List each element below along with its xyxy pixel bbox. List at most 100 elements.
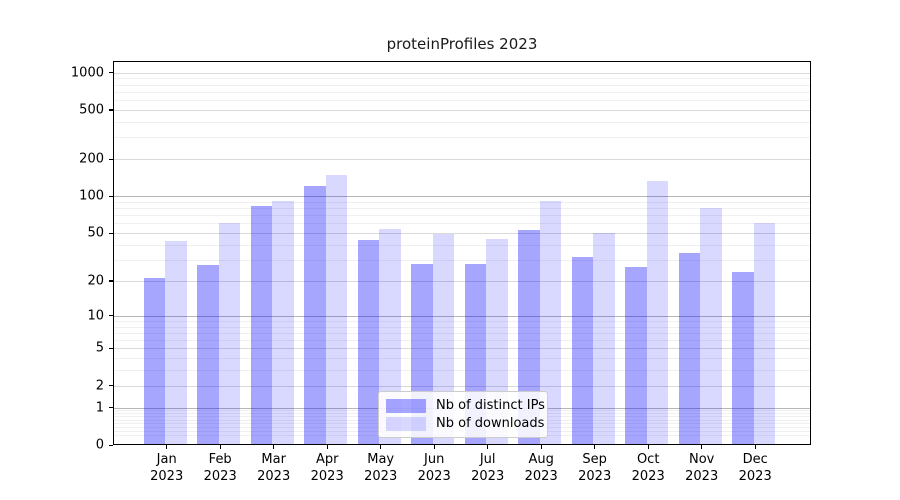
gridline-minor xyxy=(113,244,811,246)
y-axis-label: 100 xyxy=(79,188,104,204)
bar-downloads-sep xyxy=(593,233,615,445)
legend-label-distinct-ips: Nb of distinct IPs xyxy=(436,398,545,413)
gridline-minor xyxy=(113,332,811,334)
gridline-minor xyxy=(113,340,811,342)
bar-distinct-ips-dec xyxy=(732,271,754,445)
legend-item-downloads: Nb of downloads xyxy=(386,416,544,431)
gridline-minor xyxy=(113,259,811,261)
bar-downloads-apr xyxy=(325,175,348,445)
gridline-minor xyxy=(113,137,811,139)
gridline-minor xyxy=(113,91,811,93)
gridline-minor xyxy=(113,223,811,225)
gridline-minor xyxy=(113,215,811,217)
y-axis-tick xyxy=(109,109,113,111)
gridline-minor xyxy=(113,121,811,123)
bar-downloads-nov xyxy=(700,208,722,445)
x-axis-label: Mar 2023 xyxy=(257,452,291,484)
legend: Nb of distinct IPs Nb of downloads xyxy=(378,391,548,438)
gridline-minor xyxy=(113,201,811,203)
x-axis-label: May 2023 xyxy=(364,452,398,484)
y-axis-tick xyxy=(109,195,113,197)
x-axis-label: Aug 2023 xyxy=(524,452,558,484)
x-axis-tick xyxy=(540,445,542,449)
x-axis-tick xyxy=(166,445,168,449)
legend-swatch-downloads-icon xyxy=(386,416,426,431)
x-axis-label: Jul 2023 xyxy=(471,452,505,484)
y-axis-label: 200 xyxy=(79,151,104,167)
y-axis-label: 20 xyxy=(87,273,104,289)
x-axis-tick xyxy=(433,445,435,449)
legend-item-distinct-ips: Nb of distinct IPs xyxy=(386,398,545,413)
gridline xyxy=(113,233,811,235)
gridline-minor xyxy=(113,370,811,372)
y-axis-tick xyxy=(109,315,113,317)
y-axis-tick xyxy=(109,407,113,409)
y-axis-label: 10 xyxy=(87,308,104,324)
bar-downloads-jan xyxy=(165,241,187,445)
gridline-minor xyxy=(113,326,811,328)
y-axis-label: 5 xyxy=(95,340,104,356)
y-axis-label: 2 xyxy=(95,378,104,394)
gridline-major xyxy=(113,196,811,198)
y-axis-tick xyxy=(109,444,113,446)
gridline xyxy=(113,385,811,387)
y-axis-tick xyxy=(109,347,113,350)
bar-downloads-mar xyxy=(272,200,294,445)
x-axis-label: Apr 2023 xyxy=(310,452,344,484)
gridline xyxy=(113,280,811,282)
bar-downloads-oct xyxy=(646,180,669,445)
x-axis-tick xyxy=(326,445,328,449)
gridline xyxy=(113,159,811,161)
x-axis-tick xyxy=(647,445,649,449)
x-axis-label: Dec 2023 xyxy=(738,452,772,484)
x-axis-tick xyxy=(219,445,221,449)
x-axis-label: Jun 2023 xyxy=(417,452,451,484)
bar-distinct-ips-feb xyxy=(197,265,219,445)
x-axis-label: Sep 2023 xyxy=(578,452,612,484)
gridline-minor xyxy=(113,78,811,80)
gridline-minor xyxy=(113,84,811,86)
y-axis-label: 0 xyxy=(95,437,104,453)
x-axis-label: Jan 2023 xyxy=(150,452,184,484)
gridline-minor xyxy=(113,320,811,322)
x-axis-label: Feb 2023 xyxy=(203,452,237,484)
bar-downloads-dec xyxy=(753,222,776,445)
bar-distinct-ips-jan xyxy=(143,278,166,445)
x-axis-label: Nov 2023 xyxy=(685,452,719,484)
x-axis-tick xyxy=(487,445,489,449)
y-axis-label: 1000 xyxy=(70,65,104,81)
x-axis-tick xyxy=(380,445,382,449)
y-axis-label: 50 xyxy=(87,225,104,241)
y-axis-tick xyxy=(109,158,113,160)
bar-distinct-ips-oct xyxy=(625,267,647,445)
gridline xyxy=(113,72,811,74)
legend-swatch-distinct-ips-icon xyxy=(386,398,426,413)
bar-distinct-ips-nov xyxy=(678,253,701,445)
y-axis-label: 1 xyxy=(95,400,104,416)
gridline-minor xyxy=(113,358,811,360)
x-axis-tick xyxy=(273,445,275,449)
y-axis-label: 500 xyxy=(79,102,104,118)
y-axis-tick xyxy=(109,280,113,282)
bar-distinct-ips-apr xyxy=(304,185,326,445)
gridline-minor xyxy=(113,100,811,102)
bar-downloads-aug xyxy=(539,200,562,445)
plot-area xyxy=(113,61,811,445)
legend-label-downloads: Nb of downloads xyxy=(436,416,545,431)
x-axis-tick xyxy=(594,445,596,449)
bar-downloads-feb xyxy=(218,223,241,445)
bar-distinct-ips-may xyxy=(357,239,380,445)
gridline-major xyxy=(113,315,811,317)
y-axis-tick xyxy=(109,72,113,74)
bar-distinct-ips-mar xyxy=(250,205,273,445)
gridline xyxy=(113,109,811,111)
y-axis-tick xyxy=(109,232,113,234)
bar-distinct-ips-sep xyxy=(571,256,594,445)
x-axis-tick xyxy=(754,445,756,449)
x-axis-tick xyxy=(701,445,703,449)
x-axis-label: Oct 2023 xyxy=(631,452,665,484)
gridline xyxy=(113,348,811,350)
gridline-minor xyxy=(113,208,811,210)
chart-title: proteinProfiles 2023 xyxy=(386,35,538,53)
